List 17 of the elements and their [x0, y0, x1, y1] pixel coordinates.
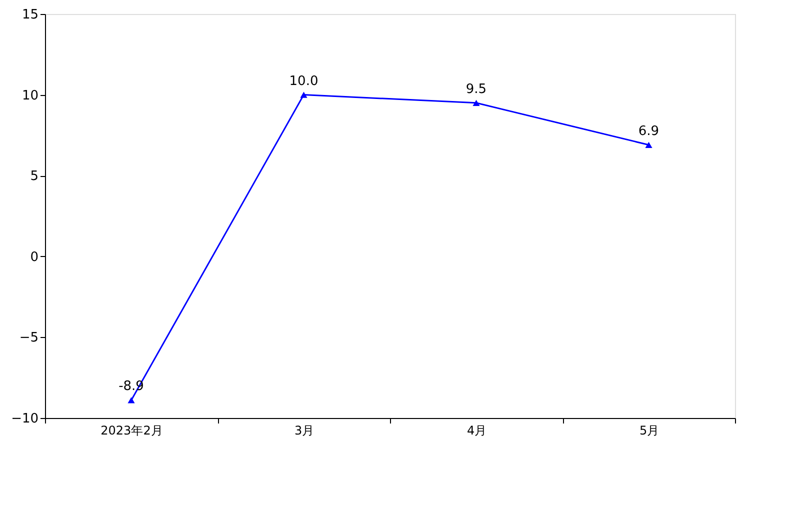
y-tick-label: −5 [19, 330, 38, 346]
point [645, 142, 652, 148]
point [300, 92, 308, 98]
data-label: 9.5 [466, 82, 487, 97]
x-tick-label: 2023年2月 [100, 424, 163, 438]
y-tick-label: 5 [30, 169, 38, 184]
x-tick-label: 3月 [294, 424, 314, 438]
data-label: 10.0 [289, 74, 318, 89]
y-tick-label: 10 [22, 88, 38, 104]
x-tick-label: 4月 [466, 424, 487, 438]
x-tick-label: 5月 [639, 424, 660, 438]
y-tick-label: −10 [11, 412, 38, 426]
y-tick-label: 15 [22, 8, 38, 22]
y-tick-label: 0 [30, 250, 38, 265]
point [128, 397, 135, 404]
data-label: 6.9 [638, 124, 660, 139]
point [472, 100, 480, 106]
